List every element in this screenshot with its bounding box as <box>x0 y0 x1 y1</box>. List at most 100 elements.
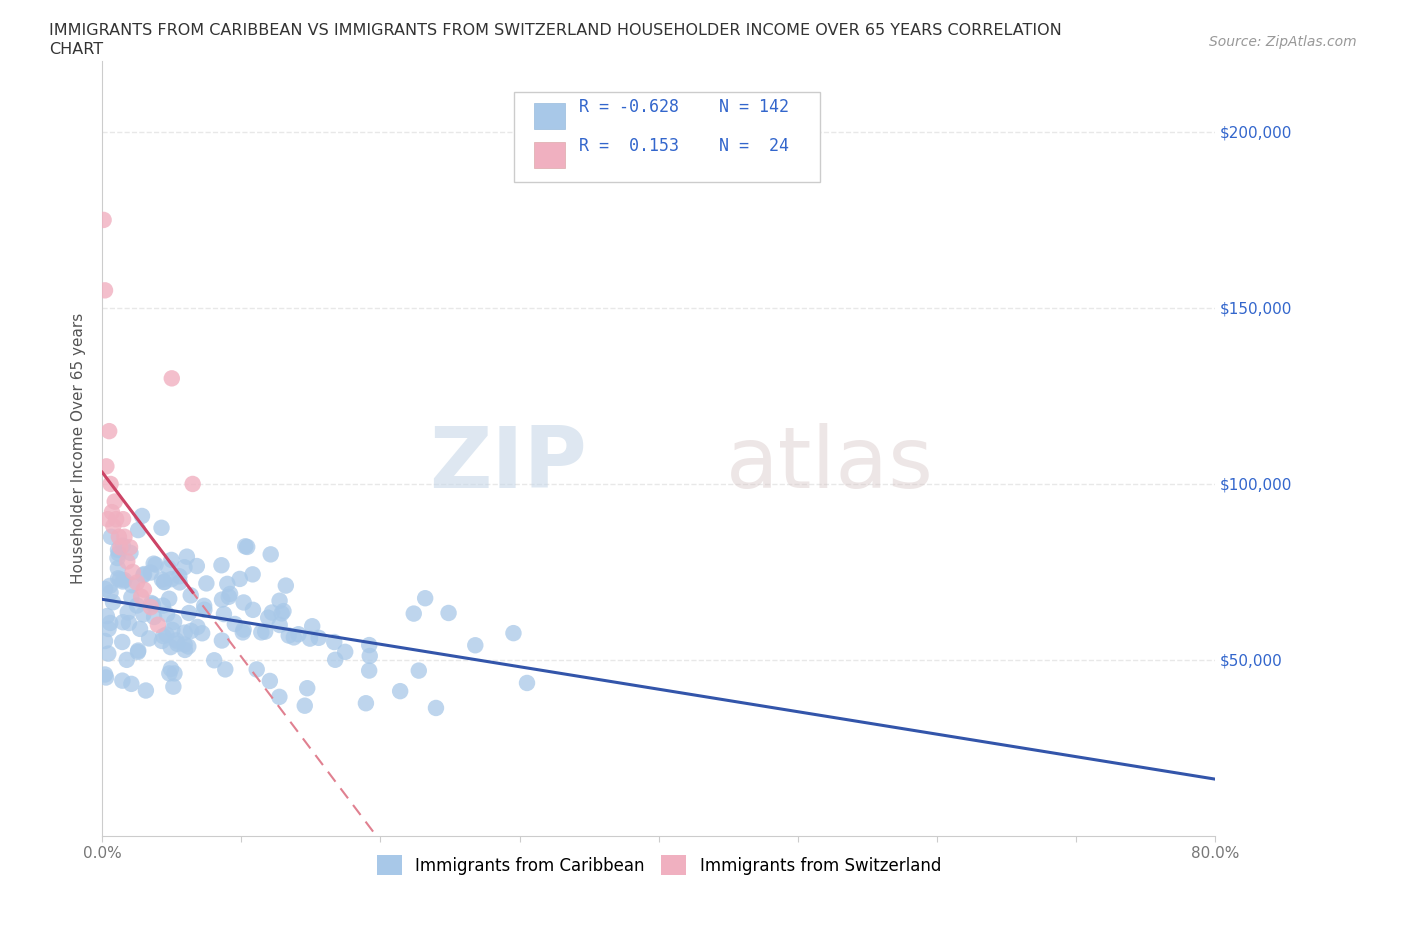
Point <box>250 625 273 640</box>
Point <box>112 512 135 526</box>
Point <box>224 617 246 631</box>
Point <box>111 615 134 630</box>
Point <box>152 629 174 644</box>
Point <box>181 476 204 491</box>
Point <box>129 621 152 636</box>
Point <box>174 643 197 658</box>
Point <box>242 567 264 582</box>
Point <box>232 595 254 610</box>
Point <box>97 621 120 636</box>
Point <box>108 572 131 587</box>
Point <box>127 644 149 659</box>
Point <box>103 519 125 534</box>
Point <box>94 667 117 682</box>
Point <box>131 509 153 524</box>
Point <box>143 609 166 624</box>
Text: IMMIGRANTS FROM CARIBBEAN VS IMMIGRANTS FROM SWITZERLAND HOUSEHOLDER INCOME OVER: IMMIGRANTS FROM CARIBBEAN VS IMMIGRANTS … <box>49 23 1062 38</box>
Point <box>98 578 121 593</box>
Point <box>94 283 117 298</box>
Point <box>94 633 117 648</box>
Point <box>359 663 381 678</box>
Point <box>127 523 149 538</box>
FancyBboxPatch shape <box>515 92 820 181</box>
Point <box>146 618 169 632</box>
Point <box>111 538 134 553</box>
Point <box>157 591 180 606</box>
Point <box>132 582 155 597</box>
Point <box>156 607 179 622</box>
Point <box>186 619 208 634</box>
Point <box>97 646 120 661</box>
Point <box>117 604 139 619</box>
Point <box>150 572 173 587</box>
Point <box>242 603 264 618</box>
Point <box>105 512 128 526</box>
Point <box>125 598 148 613</box>
Point <box>274 578 297 593</box>
Point <box>193 598 215 613</box>
Point <box>177 605 200 620</box>
Point <box>425 700 447 715</box>
Point <box>120 676 142 691</box>
Point <box>117 554 139 569</box>
Point <box>100 529 122 544</box>
Text: ZIP: ZIP <box>429 423 586 506</box>
Point <box>110 540 132 555</box>
Point <box>301 618 323 633</box>
Point <box>298 631 321 646</box>
Point <box>287 627 309 642</box>
Point <box>120 545 142 560</box>
Point <box>111 634 134 649</box>
Point <box>107 546 129 561</box>
Point <box>260 547 283 562</box>
Point <box>163 666 186 681</box>
Point <box>260 605 283 620</box>
FancyBboxPatch shape <box>534 141 565 167</box>
Point <box>159 640 181 655</box>
Point <box>402 606 425 621</box>
Point <box>254 624 277 639</box>
Text: R =  0.153    N =  24: R = 0.153 N = 24 <box>579 137 789 155</box>
Point <box>408 663 430 678</box>
Point <box>270 606 292 621</box>
Point <box>155 627 177 642</box>
Point <box>132 568 155 583</box>
Point <box>118 616 141 631</box>
Point <box>162 622 184 637</box>
Point <box>141 595 163 610</box>
Point <box>107 542 129 557</box>
Point <box>98 424 121 439</box>
Text: CHART: CHART <box>49 42 103 57</box>
Point <box>232 622 254 637</box>
Point <box>98 616 121 631</box>
Point <box>232 625 254 640</box>
Point <box>173 560 195 575</box>
Text: atlas: atlas <box>725 423 934 506</box>
Point <box>160 661 183 676</box>
Point <box>273 604 295 618</box>
Point <box>180 588 202 603</box>
Point <box>100 476 122 491</box>
Point <box>111 673 134 688</box>
Point <box>277 628 299 643</box>
Point <box>101 595 124 610</box>
Point <box>125 575 148 590</box>
Point <box>107 561 129 576</box>
Point <box>202 653 225 668</box>
Point <box>308 631 330 645</box>
Point <box>294 698 316 713</box>
Point <box>214 662 236 677</box>
Point <box>129 590 152 604</box>
Point <box>139 565 162 580</box>
Point <box>114 529 136 544</box>
Point <box>111 574 134 589</box>
Point <box>211 633 233 648</box>
Point <box>139 600 162 615</box>
Point <box>107 571 129 586</box>
Point <box>212 606 235 621</box>
Point <box>180 623 202 638</box>
Point <box>516 675 538 690</box>
Point <box>269 618 291 632</box>
Point <box>177 639 200 654</box>
Point <box>101 505 124 520</box>
